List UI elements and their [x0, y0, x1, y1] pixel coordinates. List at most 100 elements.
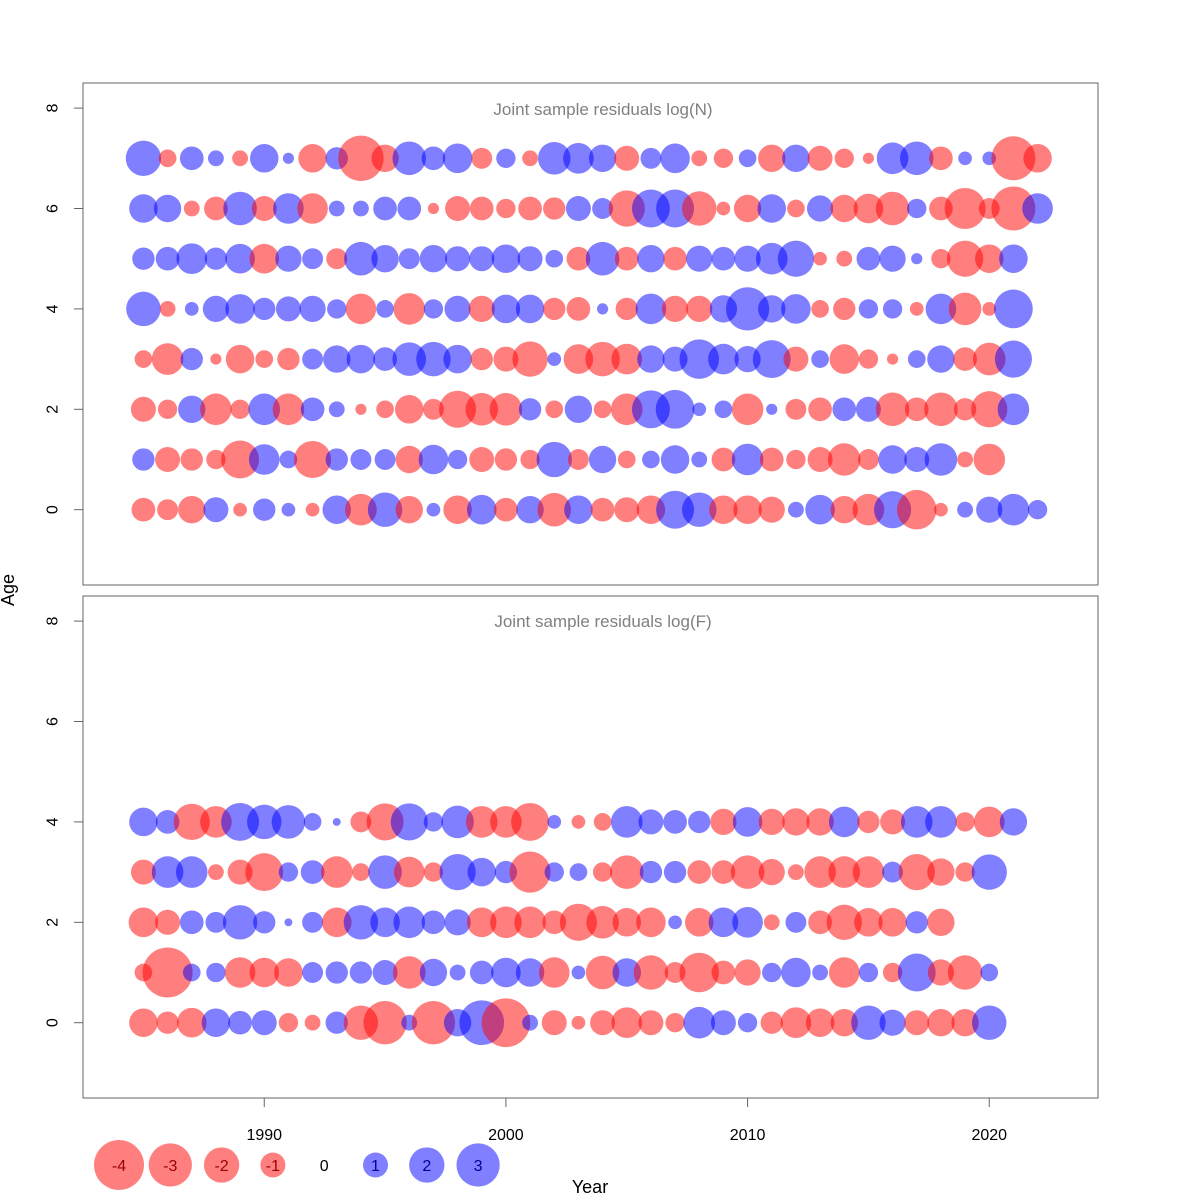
residual-bubble	[710, 1010, 736, 1036]
residual-bubble	[934, 502, 948, 517]
residual-bubble	[481, 998, 531, 1048]
residual-bubble	[953, 347, 977, 371]
residual-bubble	[759, 447, 784, 472]
residual-bubble	[469, 447, 495, 472]
legend-label: 2	[422, 1158, 431, 1175]
residual-bubble	[363, 1001, 407, 1045]
residual-bubble	[538, 957, 570, 988]
residual-bubble	[564, 395, 593, 423]
residual-bubble	[563, 344, 594, 374]
residual-bubble	[325, 961, 348, 984]
residual-bubble	[518, 196, 542, 221]
residual-bubble	[611, 343, 643, 375]
residual-bubble	[544, 862, 564, 882]
residual-bubble	[592, 862, 613, 882]
residual-bubble	[660, 445, 690, 474]
residual-bubble	[811, 300, 829, 318]
residual-bubble	[180, 347, 203, 371]
residual-bubble	[974, 244, 1004, 273]
residual-bubble	[909, 302, 924, 316]
residual-bubble	[273, 193, 304, 224]
residual-bubble	[522, 1014, 538, 1031]
legend-bubble	[456, 1143, 500, 1187]
residual-bubble	[284, 918, 293, 927]
residual-bubble	[708, 343, 739, 375]
y-tick-label: 4	[45, 304, 62, 313]
residual-bubble	[905, 911, 928, 934]
residual-bubble	[734, 245, 761, 272]
residual-bubble	[808, 397, 832, 422]
residual-bubble	[882, 861, 904, 883]
residual-bubble	[426, 502, 441, 517]
residual-bubble	[392, 956, 426, 989]
residual-bubble	[447, 449, 468, 470]
residual-bubble	[907, 350, 926, 368]
residual-bubble	[373, 196, 397, 221]
residual-bubble	[155, 447, 181, 472]
residual-bubble	[805, 494, 835, 525]
residual-bubble	[328, 401, 345, 418]
residual-bubble	[128, 907, 159, 938]
residual-bubble	[971, 391, 1008, 428]
panel-log-f-y-axis: 0 2 4 6 8	[45, 617, 83, 1027]
residual-bubble	[811, 350, 829, 368]
residual-bubble	[655, 389, 695, 429]
residual-bubble	[423, 862, 444, 882]
residual-bubble	[442, 143, 473, 174]
residual-bubble	[925, 293, 957, 325]
residual-bubble	[808, 910, 832, 935]
residual-bubble	[711, 860, 736, 884]
residual-bubble	[878, 445, 907, 474]
residual-bubble	[571, 965, 586, 980]
residual-bubble	[372, 960, 398, 985]
residual-bubble	[590, 1010, 616, 1036]
residual-bubble	[875, 392, 910, 427]
residual-bubble	[129, 807, 158, 837]
residual-bubble	[325, 1011, 348, 1034]
residual-bubble	[151, 343, 184, 375]
residual-bubble	[416, 341, 451, 377]
residual-bubble	[878, 908, 907, 937]
residual-bubble	[302, 348, 324, 370]
residual-bubble	[491, 244, 521, 273]
residual-bubble	[944, 187, 986, 230]
residual-bubble	[271, 805, 306, 839]
residual-bubble	[780, 1007, 812, 1039]
residual-bubble	[157, 499, 179, 521]
residual-bubble	[225, 344, 255, 374]
residual-bubble	[302, 962, 324, 983]
y-tick-label: 6	[45, 204, 62, 213]
residual-bubble	[999, 244, 1028, 273]
residual-bubble	[367, 492, 403, 527]
residual-bubble	[516, 496, 544, 524]
residual-bubble	[586, 906, 619, 939]
residual-bubble	[392, 342, 427, 376]
residual-bubble	[467, 857, 497, 887]
residual-bubble	[279, 450, 298, 469]
residual-bubble	[758, 144, 786, 172]
residual-bubble	[221, 802, 260, 841]
residual-bubble	[611, 1007, 643, 1039]
residual-bubble	[852, 856, 885, 888]
residual-bubble	[225, 294, 255, 324]
residual-bubble	[564, 495, 593, 524]
residual-bubble	[443, 495, 472, 524]
residual-bubble	[668, 915, 682, 930]
residual-bubble	[927, 1009, 955, 1037]
residual-bubble	[132, 247, 155, 270]
residual-bubble	[679, 339, 720, 379]
residual-bubble	[763, 914, 780, 931]
residual-bubble	[232, 150, 248, 167]
residual-bubble	[302, 248, 324, 270]
residual-bubble	[494, 448, 518, 471]
residual-bubble	[856, 246, 881, 271]
panel-log-f: Joint sample residuals log(F) 0 2 4 6 8	[45, 595, 1099, 1099]
residual-bubble	[469, 196, 494, 221]
residual-bubble	[376, 300, 394, 318]
residual-bubble	[305, 502, 320, 517]
residual-bubble	[251, 1010, 277, 1036]
residual-bubble	[725, 287, 770, 331]
residual-bubble	[785, 911, 807, 933]
residual-bubble	[830, 496, 858, 524]
residual-bubble	[585, 955, 620, 990]
